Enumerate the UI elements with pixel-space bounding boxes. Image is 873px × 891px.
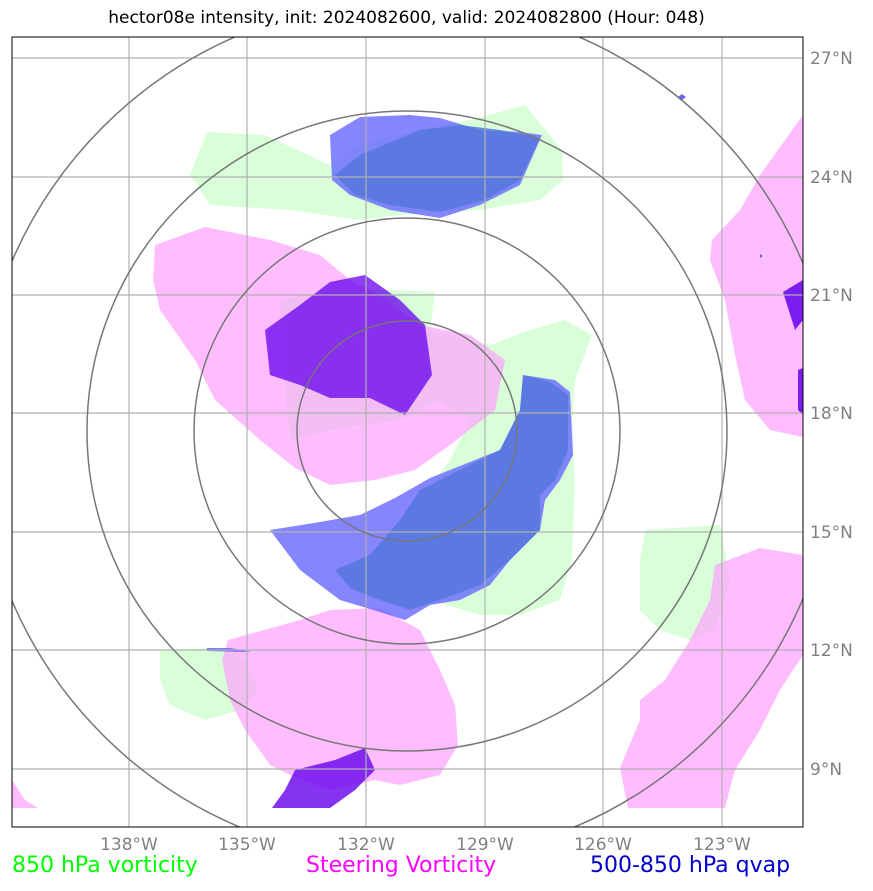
- steering-vorticity-contours: [12, 115, 803, 808]
- lon-label: 138°W: [100, 835, 158, 855]
- lat-label: 21°N: [810, 286, 853, 306]
- map-plot-area: [12, 37, 803, 827]
- qvap-contours: [207, 94, 803, 808]
- lat-label: 18°N: [810, 404, 853, 424]
- range-rings: [12, 37, 803, 827]
- legend-vort850: 850 hPa vorticity: [12, 853, 198, 878]
- lat-label: 9°N: [810, 760, 842, 780]
- latitude-labels: 27°N 24°N 21°N 18°N 15°N 12°N 9°N: [810, 49, 853, 780]
- map-title: hector08e intensity, init: 2024082600, v…: [108, 8, 705, 28]
- legend-steering-vorticity: Steering Vorticity: [306, 853, 497, 878]
- lon-label: 135°W: [218, 835, 276, 855]
- lon-label: 132°W: [337, 835, 395, 855]
- lat-label: 27°N: [810, 49, 853, 69]
- lat-label: 24°N: [810, 168, 853, 188]
- lat-label: 15°N: [810, 523, 853, 543]
- lon-label: 129°W: [456, 835, 514, 855]
- legend-qvap: 500-850 hPa qvap: [590, 853, 791, 878]
- lat-label: 12°N: [810, 641, 853, 661]
- plot-frame: [11, 36, 804, 828]
- lon-label: 123°W: [693, 835, 751, 855]
- graticule: [12, 37, 803, 827]
- lon-label: 126°W: [574, 835, 632, 855]
- longitude-labels: 138°W 135°W 132°W 129°W 126°W 123°W: [100, 835, 751, 855]
